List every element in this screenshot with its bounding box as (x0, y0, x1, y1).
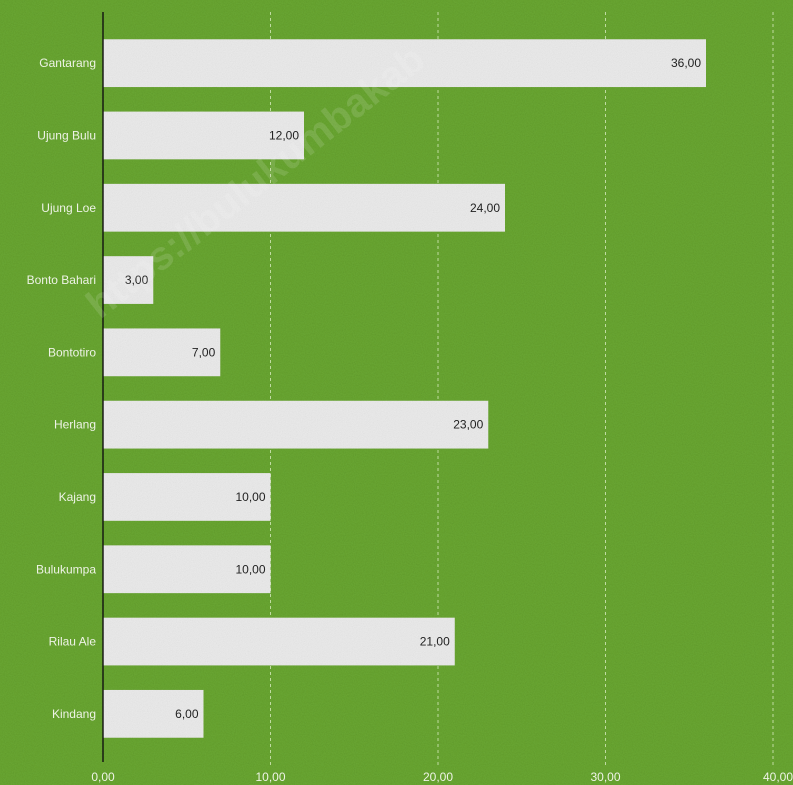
category-label: Bontotiro (48, 345, 96, 359)
category-label: Bulukumpa (36, 562, 96, 576)
bar (103, 401, 488, 449)
category-label: Ujung Bulu (37, 128, 96, 142)
x-tick-label: 30,00 (590, 770, 620, 784)
category-label: Herlang (54, 418, 96, 432)
data-label: 21,00 (420, 635, 450, 649)
x-tick-label: 0,00 (91, 770, 115, 784)
x-tick-label: 10,00 (255, 770, 285, 784)
category-label: Kajang (59, 490, 96, 504)
x-tick-label: 20,00 (423, 770, 453, 784)
data-label: 6,00 (175, 707, 199, 721)
bar (103, 184, 505, 232)
data-label: 10,00 (235, 562, 265, 576)
data-label: 24,00 (470, 201, 500, 215)
data-label: 23,00 (453, 418, 483, 432)
category-label: Gantarang (39, 56, 96, 70)
data-label: 7,00 (192, 345, 216, 359)
category-label: Rilau Ale (49, 635, 97, 649)
x-tick-label: 40,00 (763, 770, 793, 784)
category-label: Bonto Bahari (27, 273, 96, 287)
data-label: 36,00 (671, 56, 701, 70)
category-label: Ujung Loe (41, 201, 96, 215)
category-label: Kindang (52, 707, 96, 721)
data-label: 10,00 (235, 490, 265, 504)
bar (103, 618, 455, 666)
